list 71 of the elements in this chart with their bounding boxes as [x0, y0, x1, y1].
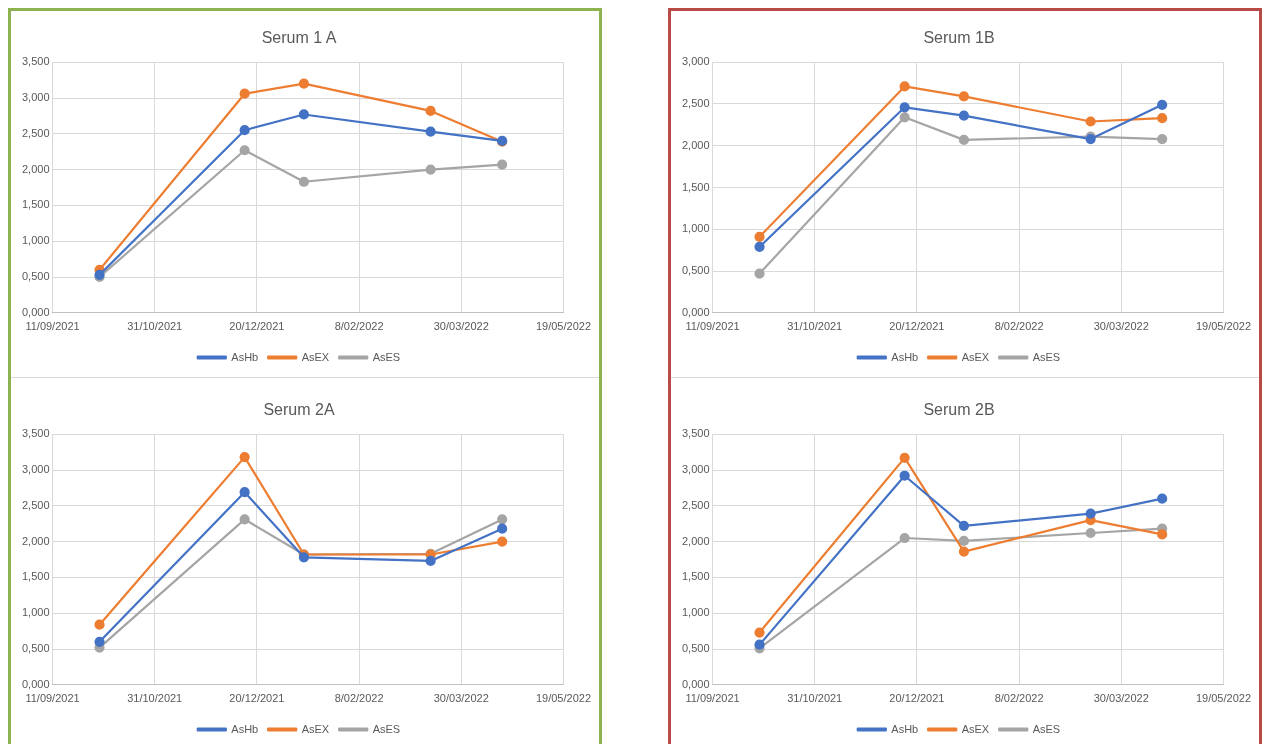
y-tick-label: 3,500: [22, 427, 50, 440]
y-tick-label: 1,500: [22, 570, 50, 583]
x-tick-label: 31/10/2021: [787, 692, 843, 705]
y-tick-label: 2,000: [682, 534, 710, 547]
x-tick-label: 31/10/2021: [127, 692, 183, 705]
chart-title: Serum 2B: [923, 401, 995, 419]
x-tick-label: 20/12/2021: [889, 692, 945, 705]
x-tick-label: 30/03/2022: [1093, 692, 1149, 705]
x-tick-label: 30/03/2022: [433, 692, 489, 705]
y-tick-label: 3,000: [682, 463, 710, 476]
x-tick-label: 30/03/2022: [1093, 320, 1149, 333]
y-tick-label: 2,500: [682, 498, 710, 511]
legend-label: AsHb: [891, 350, 919, 363]
x-tick-label: 11/09/2021: [25, 320, 80, 333]
y-tick-label: 3,500: [22, 55, 50, 68]
y-tick-label: 2,500: [682, 97, 710, 109]
legend-label: AsEX: [301, 350, 330, 363]
y-tick-label: 2,000: [22, 534, 50, 547]
x-tick-label: 30/03/2022: [433, 320, 489, 333]
legend-label: AsES: [372, 350, 401, 363]
y-tick-label: 0,500: [682, 642, 710, 655]
x-tick-label: 20/12/2021: [889, 320, 945, 333]
legend-label: AsHb: [231, 722, 259, 735]
legend-label: AsEX: [301, 722, 330, 735]
x-tick-label: 11/09/2021: [685, 692, 740, 705]
y-tick-label: 3,000: [682, 55, 710, 68]
legend-label: AsHb: [231, 350, 259, 363]
x-tick-label: 19/05/2022: [1195, 320, 1251, 333]
legend-label: AsEX: [961, 722, 990, 735]
legend-label: AsES: [372, 722, 401, 735]
x-tick-label: 8/02/2022: [994, 692, 1044, 705]
x-tick-label: 11/09/2021: [25, 692, 80, 705]
y-tick-label: 2,000: [22, 162, 50, 175]
chart-title: Serum 1 A: [261, 29, 337, 47]
y-tick-label: 0,500: [22, 270, 50, 283]
y-tick-label: 1,500: [682, 570, 710, 583]
y-tick-label: 1,500: [682, 180, 710, 193]
y-tick-label: 0,500: [22, 642, 50, 655]
legend-label: AsES: [1032, 350, 1061, 363]
legend-label: AsES: [1032, 722, 1061, 735]
x-tick-label: 31/10/2021: [787, 320, 843, 333]
x-tick-label: 19/05/2022: [535, 692, 591, 705]
y-tick-label: 0,000: [22, 305, 50, 318]
y-tick-label: 3,000: [22, 91, 50, 104]
y-tick-label: 0,000: [682, 305, 710, 318]
x-tick-label: 8/02/2022: [334, 692, 384, 705]
y-tick-label: 1,000: [22, 606, 50, 619]
y-tick-label: 3,500: [682, 427, 710, 440]
legend-label: AsEX: [961, 350, 990, 363]
y-tick-label: 1,000: [682, 222, 710, 235]
y-tick-label: 1,500: [22, 198, 50, 211]
y-tick-label: 0,000: [682, 677, 710, 690]
y-tick-label: 2,000: [682, 138, 710, 151]
y-tick-label: 3,000: [22, 463, 50, 476]
y-tick-label: 0,000: [22, 677, 50, 690]
y-tick-label: 0,500: [682, 264, 710, 277]
legend-label: AsHb: [891, 722, 919, 735]
x-tick-label: 20/12/2021: [229, 692, 285, 705]
chart-title: Serum 1B: [923, 29, 995, 47]
x-tick-label: 20/12/2021: [229, 320, 285, 333]
y-tick-label: 1,000: [682, 606, 710, 619]
x-tick-label: 8/02/2022: [334, 320, 384, 333]
x-tick-label: 31/10/2021: [127, 320, 183, 333]
x-tick-label: 11/09/2021: [685, 320, 740, 333]
x-tick-label: 19/05/2022: [1195, 692, 1251, 705]
y-tick-label: 2,500: [22, 498, 50, 511]
x-tick-label: 8/02/2022: [994, 320, 1044, 333]
chart-title: Serum 2A: [263, 401, 335, 419]
y-tick-label: 1,000: [22, 234, 50, 247]
x-tick-label: 19/05/2022: [535, 320, 591, 333]
y-tick-label: 2,500: [22, 126, 50, 139]
